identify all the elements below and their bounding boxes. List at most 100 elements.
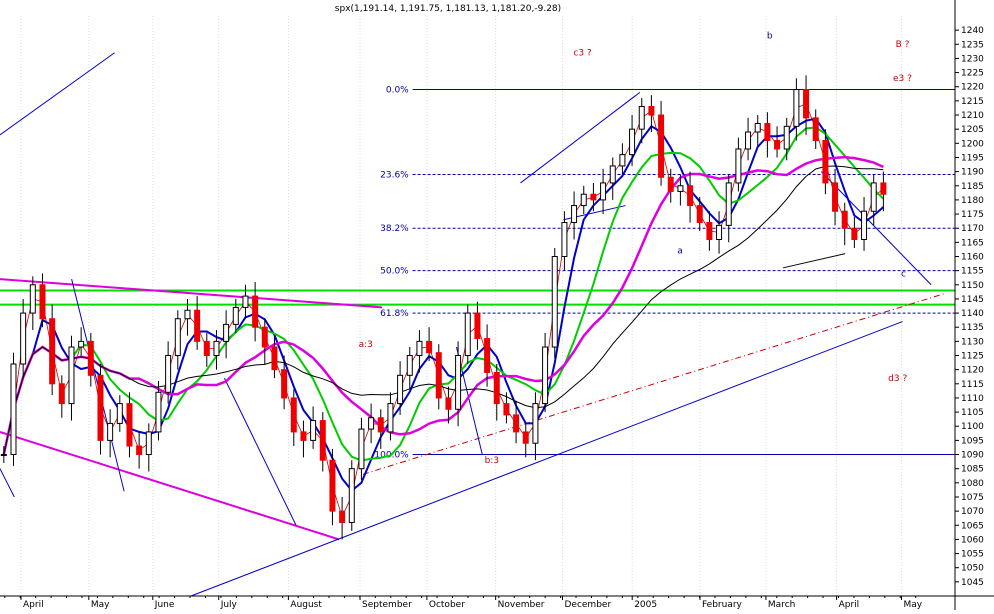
candle-body (406, 355, 413, 376)
candle (358, 417, 365, 480)
y-tick-label: 1130 (961, 337, 984, 347)
candle-body (648, 106, 655, 116)
candle (223, 310, 230, 359)
x-tick-label: October (429, 600, 465, 610)
candle (754, 115, 761, 147)
wave-label: b:3 (485, 456, 499, 466)
candle-body (532, 403, 539, 444)
candle-body (571, 205, 578, 224)
candle (745, 117, 752, 161)
candle-body (580, 193, 587, 207)
candle-body (754, 123, 761, 133)
july-decline-line (223, 377, 297, 526)
candle (455, 341, 462, 427)
candle (194, 296, 201, 350)
x-tick-label: November (498, 600, 545, 610)
candle (339, 496, 346, 540)
candle-body (145, 431, 152, 456)
candle (870, 174, 877, 226)
candle-body (590, 193, 597, 201)
candle-body (832, 182, 839, 212)
candle-body (136, 445, 143, 456)
candle-body (687, 185, 694, 207)
wave-label: c3 ? (573, 49, 592, 59)
wave-label: c (901, 269, 906, 279)
y-tick-label: 1105 (961, 408, 984, 418)
candle (667, 168, 674, 203)
wave-label: B ? (896, 40, 910, 50)
y-tick-label: 1170 (961, 224, 984, 234)
candle-body (474, 312, 481, 340)
candle (97, 364, 104, 455)
candle (213, 330, 220, 370)
candle-body (87, 340, 94, 376)
candle-body (10, 363, 17, 456)
y-tick-label: 1210 (961, 111, 984, 121)
candle-body (107, 422, 114, 441)
candle (300, 420, 307, 458)
candle (851, 216, 858, 248)
candle (426, 327, 433, 362)
y-tick-label: 1110 (961, 394, 984, 404)
candle (29, 276, 36, 331)
candle-body (310, 420, 317, 441)
candle-body (745, 131, 752, 150)
candle-body (522, 431, 529, 444)
candle (87, 332, 94, 387)
x-tick-label: March (768, 600, 795, 610)
candle-body (600, 182, 607, 201)
x-tick-label: 2005 (634, 600, 657, 610)
candle-body (542, 346, 549, 405)
fib-level-label: 50.0% (380, 267, 409, 277)
candle-body (629, 128, 636, 156)
candle-body (513, 414, 520, 433)
upper-magenta-trendline (0, 278, 383, 309)
candle-body (271, 346, 278, 371)
fib-level-label: 38.2% (380, 224, 409, 234)
candle (165, 341, 172, 404)
candle (706, 211, 713, 251)
candle-body (58, 383, 65, 405)
candle (261, 318, 268, 364)
ma-green (2, 126, 885, 462)
y-tick-label: 1175 (961, 210, 984, 220)
candle-body (696, 205, 703, 224)
candle (58, 375, 65, 418)
candle-body (658, 114, 665, 178)
candle-body (203, 340, 210, 357)
time-axis: April May June July August September October No… (0, 595, 994, 610)
candle (725, 174, 732, 243)
candle (435, 344, 442, 410)
candle-body (49, 318, 56, 385)
x-tick-label: December (564, 600, 611, 610)
trendlines (0, 52, 946, 597)
y-tick-label: 1200 (961, 139, 984, 149)
y-tick-label: 1155 (961, 267, 984, 277)
candle (145, 423, 152, 472)
candle (49, 304, 56, 396)
y-tick-label: 1180 (961, 196, 984, 206)
candle (107, 409, 114, 458)
y-tick-label: 1230 (961, 54, 984, 64)
y-tick-label: 1080 (961, 479, 984, 489)
candle (348, 460, 355, 531)
wave-label: a:3 (359, 340, 373, 350)
candle-body (851, 227, 858, 241)
y-tick-label: 1120 (961, 366, 984, 376)
candle-body (822, 139, 829, 184)
x-tick-label: September (362, 600, 412, 610)
candle (658, 100, 665, 186)
candle (368, 403, 375, 444)
candle (503, 392, 510, 424)
candle (648, 95, 655, 132)
y-tick-label: 1100 (961, 422, 984, 432)
candle-body (667, 176, 674, 192)
y-tick-label: 1220 (961, 83, 984, 93)
candle (319, 412, 326, 472)
candle (445, 386, 452, 424)
y-tick-label: 1050 (961, 564, 984, 574)
candle-body (764, 123, 771, 141)
candle (242, 284, 249, 319)
candle-body (319, 420, 326, 461)
